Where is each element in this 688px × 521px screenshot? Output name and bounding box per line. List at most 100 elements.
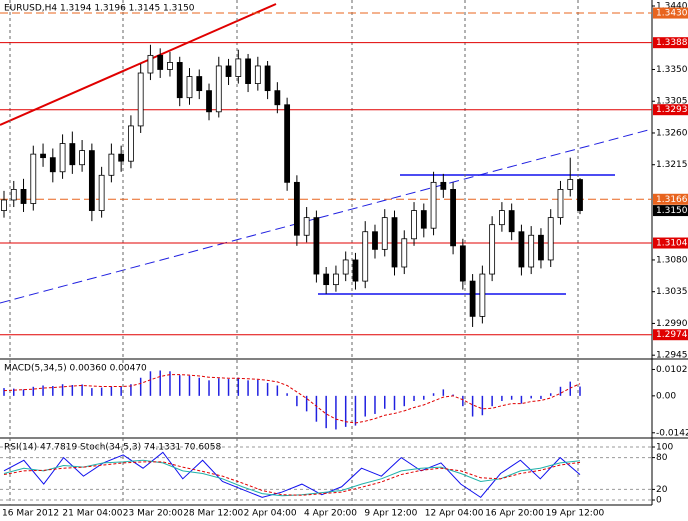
candle-body <box>538 234 544 261</box>
candle-body <box>557 189 564 219</box>
level-label: 1.3104 <box>656 239 688 249</box>
y-tick-label: 1.3440 <box>656 1 688 11</box>
candle-body <box>167 62 173 70</box>
level-label: 1.3150 <box>656 206 688 216</box>
oscillator-line <box>3 461 581 496</box>
x-tick-label: 19 Apr 12:00 <box>546 509 605 519</box>
candle-body <box>49 157 56 173</box>
trend-line <box>0 3 277 126</box>
channel-line <box>0 128 653 304</box>
candle-body <box>469 280 476 317</box>
candle-body <box>381 217 388 250</box>
candle-body <box>1 199 7 211</box>
x-tick-label: 21 Mar 04:00 <box>62 509 122 519</box>
candle-body <box>323 273 330 286</box>
candle-body <box>352 259 359 282</box>
level-tag <box>653 37 688 49</box>
y-tick-label: 1.3350 <box>656 65 688 75</box>
level-tag <box>653 104 688 116</box>
candle-body <box>372 231 378 250</box>
level-label: 1.3166 <box>656 195 688 205</box>
candle-body <box>176 62 183 99</box>
candle-body <box>342 259 349 275</box>
x-tick-label: 28 Mar 12:00 <box>183 509 243 519</box>
candle-body <box>79 150 86 166</box>
candle-body <box>420 210 427 229</box>
candle-body <box>567 179 574 190</box>
candle-body <box>10 189 17 201</box>
y-tick-label: 1.3080 <box>656 255 688 265</box>
y-tick-label: 1.3215 <box>656 160 688 170</box>
candle-body <box>459 245 466 282</box>
y-tick-label: 1.2990 <box>656 319 688 329</box>
candle-body <box>498 210 505 226</box>
candle-body <box>479 273 486 317</box>
drawings <box>0 3 653 304</box>
candle-body <box>293 181 300 236</box>
candle-body <box>489 224 496 275</box>
y-tick-label: 1.3260 <box>656 128 688 138</box>
y-tick-label: 20 <box>656 485 668 495</box>
level-tag <box>653 237 688 249</box>
candle-body <box>59 143 66 173</box>
candle-body <box>440 181 447 190</box>
oscillator-title: RSI(14) 47.7819 Stoch(34,5,3) 74.1331 70… <box>4 443 222 453</box>
level-label: 1.3293 <box>656 105 688 115</box>
x-tick-label: 16 Apr 20:00 <box>485 509 544 519</box>
candle-body <box>157 54 164 70</box>
candle-body <box>206 90 212 113</box>
candle-body <box>118 153 125 162</box>
candle-body <box>88 150 95 211</box>
level-tag <box>653 205 688 217</box>
candle-body <box>235 58 242 77</box>
frames <box>0 0 688 506</box>
candle-body <box>274 90 281 106</box>
level-label: 1.3430 <box>656 9 688 19</box>
y-tick-label: 1.3035 <box>656 287 688 297</box>
candle-body <box>147 54 154 74</box>
candle-body <box>196 76 203 92</box>
candle-body <box>215 65 222 113</box>
candle-body <box>254 65 261 84</box>
x-tick-label: 4 Apr 20:00 <box>304 509 357 519</box>
x-tick-label: 23 Mar 20:00 <box>123 509 183 519</box>
x-tick-label: 2 Apr 04:00 <box>244 509 297 519</box>
candle-body <box>128 125 134 162</box>
y-tick-label: 1.2945 <box>656 351 688 361</box>
chart-title: EURUSD,H4 1.3194 1.3196 1.3145 1.3150 <box>4 4 195 14</box>
candle-body <box>30 153 37 204</box>
macd-title: MACD(5,34,5) 0.00360 0.00470 <box>4 364 147 374</box>
y-tick-label: 1.3305 <box>656 97 688 107</box>
candle-body <box>450 189 456 247</box>
candle-body <box>20 189 27 204</box>
y-tick-label: 80 <box>656 453 668 463</box>
candle-body <box>313 217 320 275</box>
candle-body <box>137 72 144 127</box>
candle-body <box>528 234 535 268</box>
y-tick-label: 0.01021 <box>656 365 688 375</box>
x-tick-label: 9 Apr 12:00 <box>364 509 417 519</box>
candle-body <box>40 153 46 159</box>
x-tick-label: 16 Mar 2012 <box>2 509 59 519</box>
candle-body <box>284 104 291 183</box>
level-tag <box>653 193 688 205</box>
candle-body <box>333 273 339 286</box>
x-tick-label: 12 Apr 04:00 <box>425 509 484 519</box>
level-label: 1.3388 <box>656 38 688 48</box>
candle-body <box>225 65 232 77</box>
candle-body <box>411 210 417 240</box>
candle-body <box>264 65 271 92</box>
candle-body <box>401 238 408 268</box>
candle-body <box>430 181 437 229</box>
level-label: 1.2974 <box>656 330 688 340</box>
oscillator-line <box>3 459 581 497</box>
candle-body <box>108 153 115 176</box>
candle-body <box>362 231 369 282</box>
macd-signal <box>3 374 581 424</box>
y-tick-label: 0 <box>656 496 662 506</box>
y-tick-label: -0.01429 <box>656 428 688 438</box>
y-tick-label: 0.00 <box>656 391 676 401</box>
candle-body <box>508 210 515 233</box>
candle-body <box>69 143 76 166</box>
